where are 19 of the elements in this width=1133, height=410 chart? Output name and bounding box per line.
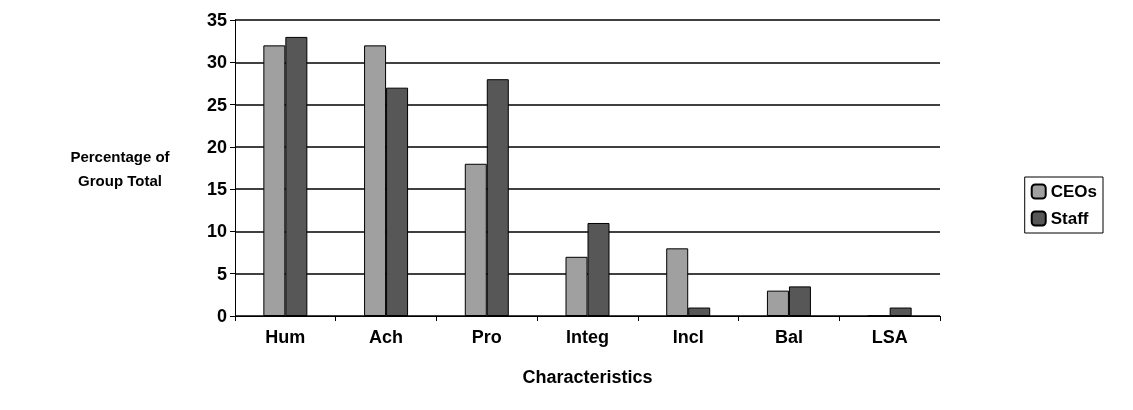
y-tick-label: 25	[206, 94, 227, 115]
y-tick-label: 35	[206, 10, 227, 30]
y-tick-label: 20	[206, 136, 227, 157]
y-tick-label: 0	[216, 306, 227, 326]
x-tick-label: Incl	[672, 327, 704, 347]
x-tick-label: Pro	[471, 327, 502, 347]
y-tick-label: 10	[206, 221, 227, 242]
y-tick-label: 5	[216, 263, 227, 284]
legend-label: CEOs	[1050, 182, 1097, 201]
x-tick-label: Hum	[265, 327, 306, 347]
y-tick-label: 30	[206, 52, 227, 73]
x-tick-label: Bal	[774, 327, 803, 347]
x-tick-label: Integ	[566, 327, 609, 347]
x-tick-label: LSA	[871, 327, 908, 347]
y-tick-label: 15	[206, 179, 227, 200]
x-tick-label: Ach	[369, 327, 404, 347]
legend-label: Staff	[1050, 209, 1089, 228]
y-axis-title: Percentage of Group Total	[70, 147, 171, 189]
x-axis-title: Characteristics	[522, 367, 653, 387]
